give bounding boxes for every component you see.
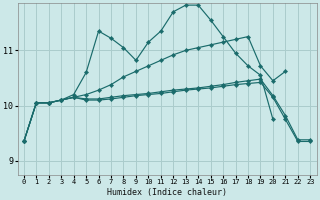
X-axis label: Humidex (Indice chaleur): Humidex (Indice chaleur) xyxy=(107,188,227,197)
